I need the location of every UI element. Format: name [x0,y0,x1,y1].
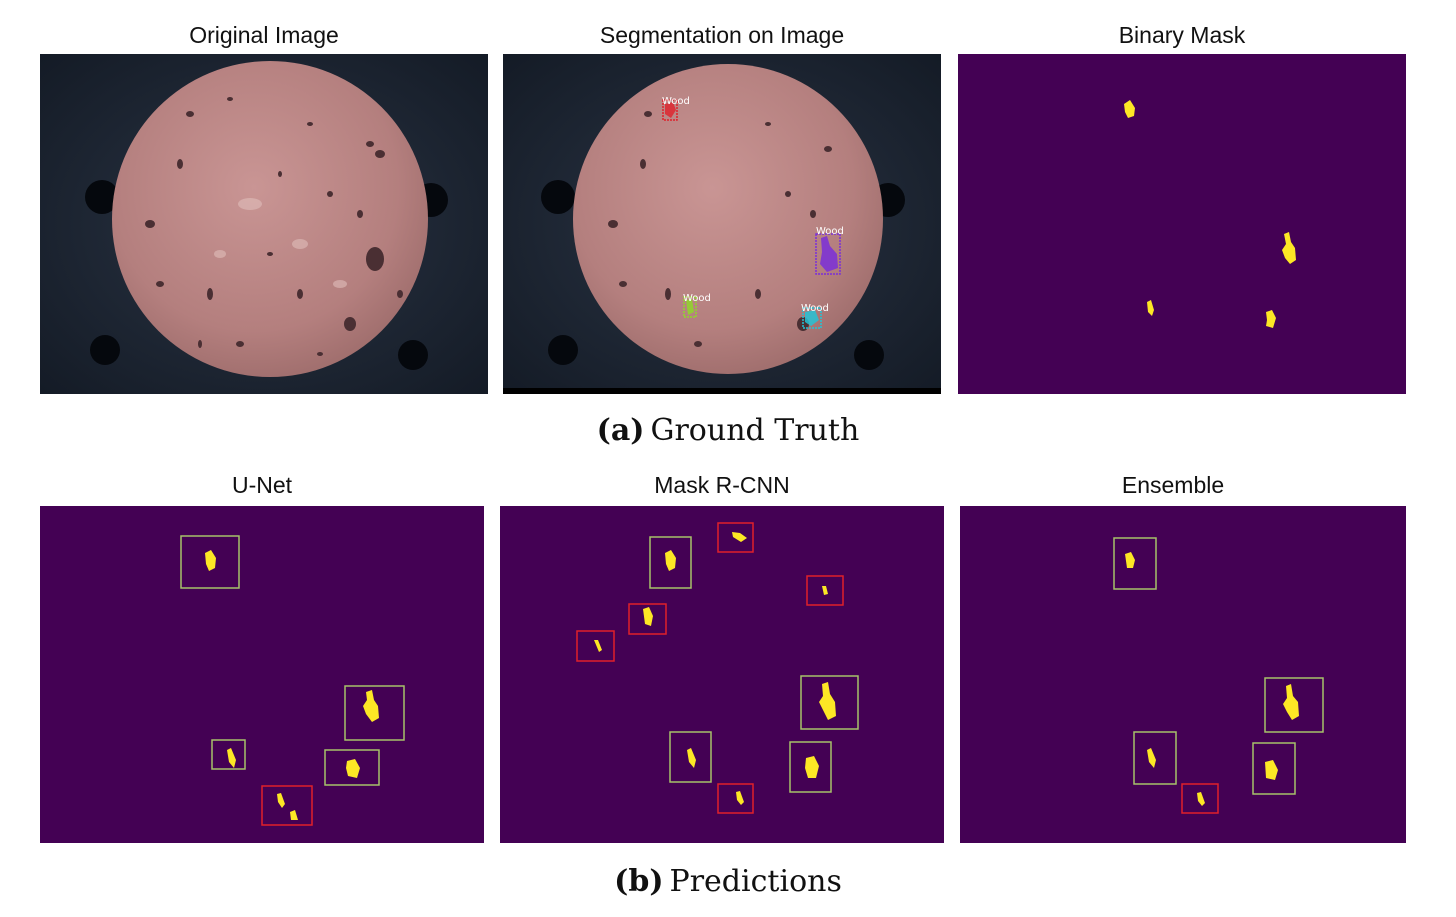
mrcnn-box-correct-2 [800,675,859,730]
unet-box-incorrect-1 [261,785,313,826]
instance-label-4: Wood [801,303,829,314]
mrcnn-box-incorrect-2 [806,575,844,606]
ensemble-prediction [960,506,1406,843]
caption-a-text: Ground Truth [650,413,860,448]
panel-title-segmentation: Segmentation on Image [599,22,845,48]
instance-wood-red [662,99,678,121]
ensemble-box-correct-2 [1264,677,1324,733]
instance-label-3: Wood [683,293,711,304]
mrcnn-box-incorrect-5 [717,783,754,814]
ensemble-box-incorrect-1 [1181,783,1219,814]
unet-prediction-panel [40,506,484,843]
mrcnn-box-incorrect-4 [576,630,615,662]
panel-title-original: Original Image [189,22,339,48]
unet-box-correct-1 [180,535,240,589]
unet-prediction [40,506,484,843]
mrcnn-box-incorrect-3 [628,603,667,635]
mask-rcnn-prediction-panel [500,506,944,843]
ensemble-box-correct-3 [1133,731,1177,785]
instance-label-1: Wood [662,96,690,107]
caption-a-tag: (a) [596,413,645,448]
mrcnn-box-correct-4 [789,741,832,793]
mrcnn-box-incorrect-1 [717,522,754,553]
segmentation-image: Wood Wood Wood Wood [503,54,941,394]
panel-title-mask-rcnn: Mask R-CNN [654,472,790,498]
binary-mask [958,54,1406,394]
instance-label-2: Wood [816,226,844,237]
mrcnn-box-correct-3 [669,731,712,783]
mrcnn-box-correct-1 [649,536,692,589]
caption-b: (b) Predictions [0,864,1456,899]
instance-wood-cyan [802,307,822,329]
ensemble-box-correct-4 [1252,742,1296,795]
caption-b-text: Predictions [669,864,842,899]
ensemble-box-correct-1 [1113,537,1157,590]
unet-box-correct-2 [344,685,405,741]
original-image-panel [40,54,488,394]
panel-title-binary-mask: Binary Mask [1118,22,1246,48]
original-image [40,54,488,394]
panel-title-ensemble: Ensemble [1121,472,1225,498]
mask-rcnn-prediction [500,506,944,843]
unet-box-correct-4 [324,749,380,786]
instance-wood-purple [815,233,841,275]
caption-a: (a) Ground Truth [0,413,1456,448]
segmentation-image-panel: Wood Wood Wood Wood [503,54,941,394]
instance-wood-green [683,296,697,318]
unet-box-correct-3 [211,739,246,770]
binary-mask-panel [958,54,1406,394]
ensemble-prediction-panel [960,506,1406,843]
caption-b-tag: (b) [614,864,664,899]
panel-title-unet: U-Net [231,472,293,498]
